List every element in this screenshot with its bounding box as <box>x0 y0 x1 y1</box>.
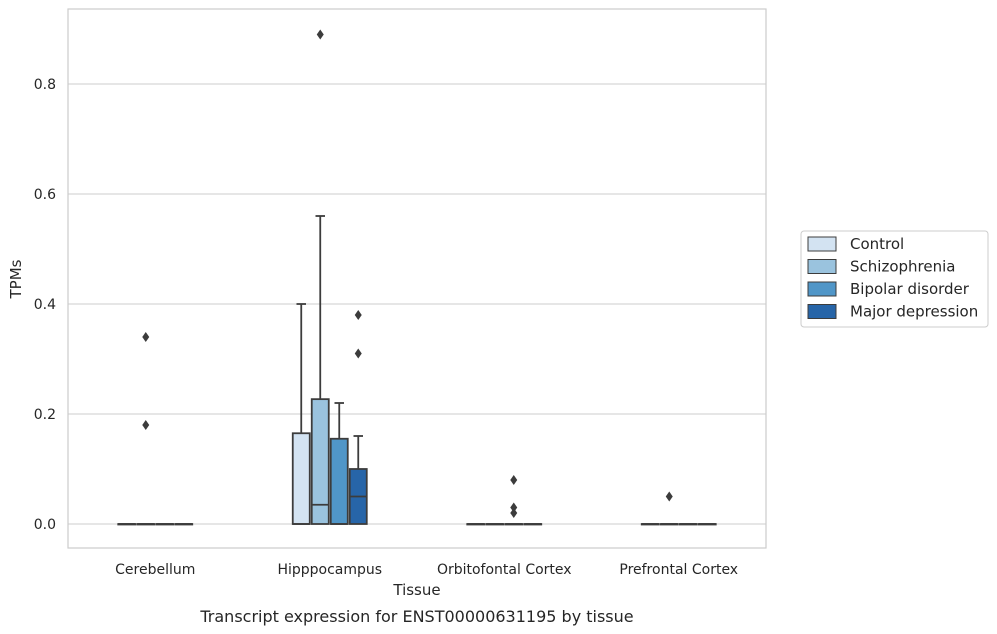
x-axis-label: Tissue <box>392 581 440 599</box>
legend-label: Schizophrenia <box>850 258 955 276</box>
box <box>310 398 330 525</box>
gridlines <box>68 83 766 525</box>
box-group <box>155 523 175 526</box>
y-axis-ticks: 0.0 0.2 0.4 0.6 0.8 <box>34 77 56 533</box>
legend-label: Major depression <box>850 303 978 321</box>
box-group <box>697 523 717 526</box>
box-group <box>485 523 505 526</box>
legend-swatch <box>807 281 837 297</box>
legend-label: Bipolar disorder <box>850 280 970 298</box>
legend: Control Schizophrenia Bipolar disorder Majo… <box>800 230 989 328</box>
outlier-point <box>665 491 673 502</box>
legend-label: Control <box>850 235 904 253</box>
outlier-point <box>316 29 324 40</box>
outlier-point <box>510 508 518 518</box>
box-group <box>291 303 311 525</box>
y-tick-label: 0.0 <box>34 517 56 533</box>
outlier-point <box>510 475 518 485</box>
box-group <box>174 523 194 526</box>
legend-swatch <box>807 304 837 319</box>
x-axis-ticks: Cerebellum Hipppocampus Orbitofontal Corte… <box>115 562 738 578</box>
outlier-point <box>510 502 518 513</box>
outlier-point <box>142 332 150 342</box>
y-tick-label: 0.4 <box>34 297 56 313</box>
box <box>291 432 311 525</box>
legend-frame <box>800 230 989 328</box>
box <box>329 437 349 525</box>
y-tick-label: 0.6 <box>34 187 56 203</box>
box-group <box>117 523 137 526</box>
outlier-point <box>354 310 362 320</box>
y-axis-label: TPMs <box>7 259 25 299</box>
box-group <box>466 523 486 526</box>
box-group <box>310 29 330 525</box>
y-tick-label: 0.8 <box>34 77 56 93</box>
x-tick-label: Cerebellum <box>115 562 195 578</box>
box-group <box>136 332 156 526</box>
box-group <box>348 310 368 525</box>
legend-swatch <box>807 236 837 252</box>
y-tick-label: 0.2 <box>34 407 56 423</box>
box-group <box>504 475 524 526</box>
plot-area-frame <box>67 8 767 549</box>
legend-swatch <box>807 259 837 274</box>
box-group <box>523 523 543 526</box>
box-group <box>678 523 698 526</box>
x-tick-label: Prefrontal Cortex <box>619 562 738 578</box>
box-plot-series <box>117 29 717 526</box>
x-tick-label: Orbitofontal Cortex <box>437 562 572 578</box>
outlier-point <box>354 348 362 359</box>
x-tick-label: Hipppocampus <box>277 562 382 578</box>
box-group <box>640 523 660 526</box>
box-group <box>329 402 349 525</box>
outlier-point <box>142 420 150 430</box>
chart-caption: Transcript expression for ENST0000063119… <box>199 607 633 626</box>
box-group <box>659 491 679 526</box>
